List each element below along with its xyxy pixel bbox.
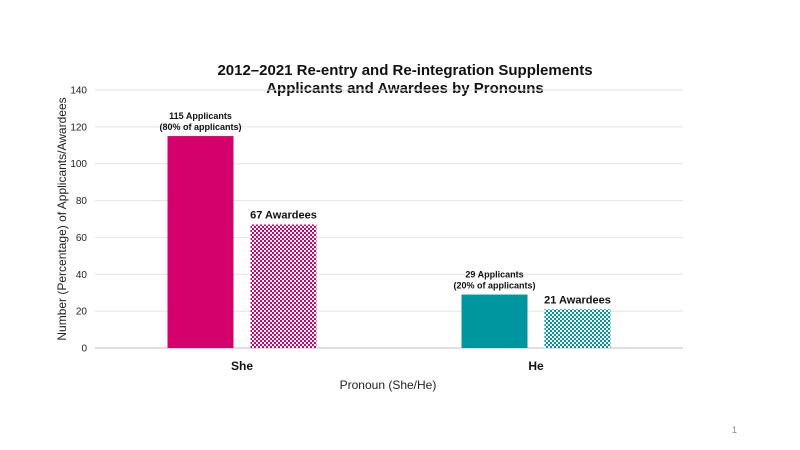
y-tick-label: 140 [70, 86, 87, 97]
bar-she-awardees [250, 224, 317, 348]
y-tick-label: 0 [81, 344, 87, 355]
category-label-he: He [528, 359, 544, 373]
bar-labels: 115 Applicants(80% of applicants) 67 Awar… [159, 111, 610, 306]
data-label: (80% of applicants) [159, 122, 241, 132]
data-label: 29 Applicants [465, 270, 523, 280]
y-tick-label: 40 [76, 270, 88, 281]
data-label: (20% of applicants) [453, 281, 535, 291]
y-tick-label: 20 [76, 307, 88, 318]
bars [167, 136, 611, 348]
data-label: 115 Applicants [169, 111, 232, 121]
y-tick-label: 80 [76, 196, 88, 207]
bar-he-applicants [461, 294, 528, 348]
data-label: 21 Awardees [544, 294, 611, 306]
category-labels: She He [231, 359, 544, 373]
bar-she-applicants [167, 136, 234, 348]
page-number: 1 [732, 425, 738, 435]
y-tick-labels: 0 20 40 60 80 100 120 140 [70, 86, 87, 355]
x-axis-label: Pronoun (She/He) [340, 378, 437, 392]
bar-he-awardees [544, 309, 611, 348]
y-tick-label: 60 [76, 233, 88, 244]
y-tick-label: 100 [70, 159, 87, 170]
chart-title-line-2: Applicants and Awardees by Pronouns [266, 80, 544, 97]
category-label-she: She [231, 359, 253, 373]
y-axis-label: Number (Percentage) of Applicants/Awarde… [55, 97, 69, 340]
data-label: 67 Awardees [250, 210, 317, 222]
chart-title-line-1: 2012–2021 Re-entry and Re-integration Su… [217, 62, 592, 79]
y-tick-label: 120 [70, 122, 87, 133]
